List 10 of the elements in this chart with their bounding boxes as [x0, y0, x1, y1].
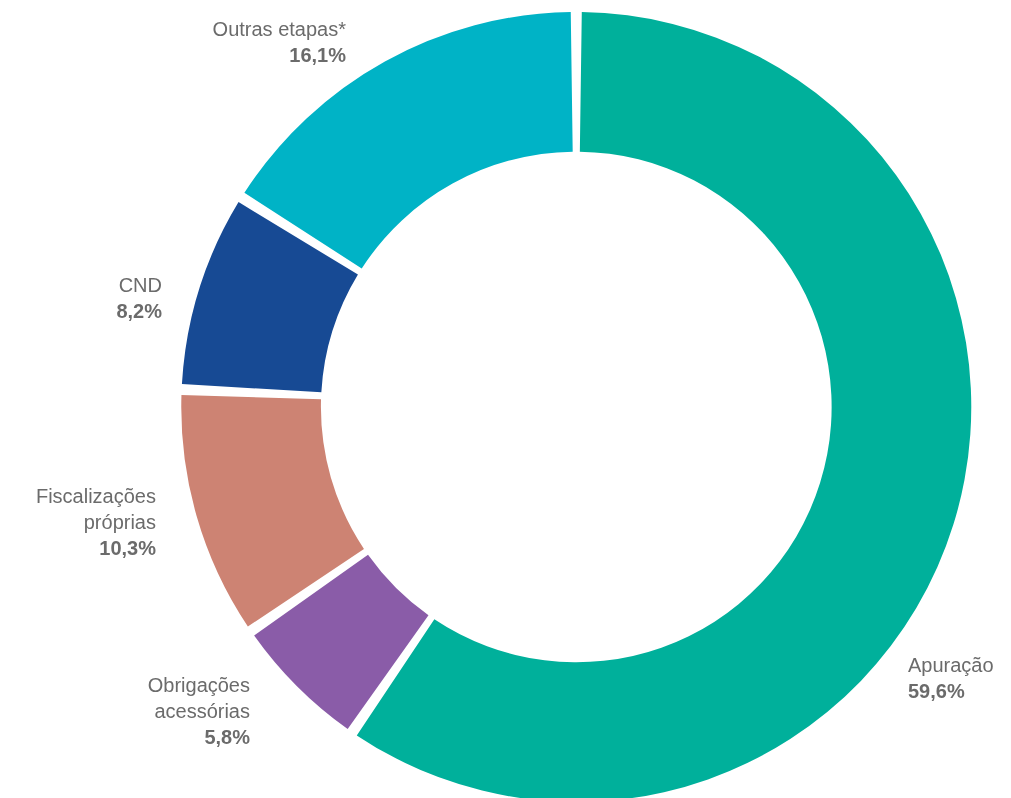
- slice-label: Apuração: [908, 654, 994, 676]
- data-label: 10,3%: [99, 537, 157, 559]
- slice-label: Outras etapas*: [212, 18, 347, 40]
- slice-label: CND: [118, 274, 162, 296]
- slice-label: Fiscalizações próprias: [35, 485, 156, 533]
- slice-label: Obrigações acessórias: [147, 674, 250, 722]
- data-label: 59,6%: [908, 680, 965, 702]
- data-label: 5,8%: [204, 726, 251, 748]
- data-label: 16,1%: [289, 44, 347, 66]
- data-label: 8,2%: [116, 300, 163, 322]
